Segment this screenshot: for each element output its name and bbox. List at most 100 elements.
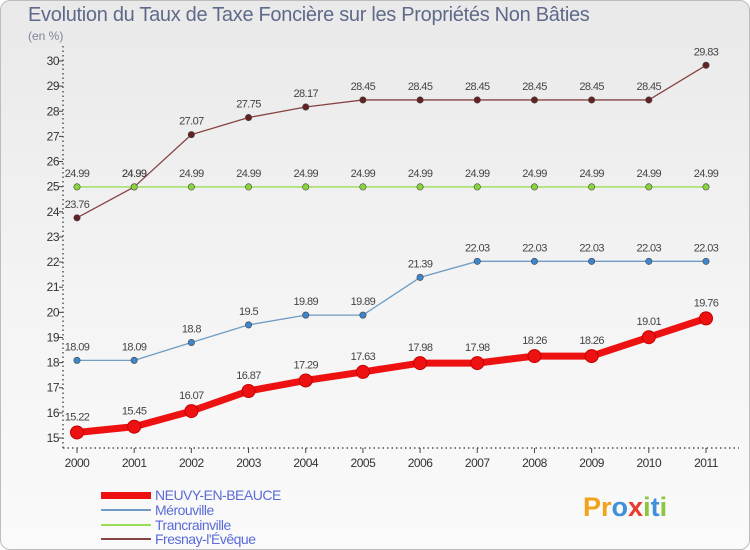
x-tick-label: 2001 [122, 456, 148, 470]
x-tick-label: 2008 [522, 456, 548, 470]
data-label: 19.89 [351, 296, 376, 308]
data-label: 21.39 [408, 258, 433, 270]
data-point [645, 96, 653, 104]
data-label: 24.99 [179, 168, 204, 180]
legend-item-fresnay-l-eveque: Fresnay-l'Évêque [101, 531, 256, 547]
data-label: 24.99 [694, 168, 719, 180]
legend-label: Fresnay-l'Évêque [155, 531, 256, 547]
y-tick-label: 23 [47, 230, 60, 244]
data-point [355, 364, 370, 379]
data-label: 16.87 [236, 370, 261, 382]
y-tick-label: 24 [47, 205, 60, 219]
data-label: 28.45 [351, 81, 376, 93]
data-label: 28.17 [293, 88, 318, 100]
y-axis-unit: (en %) [28, 29, 64, 43]
data-label: 17.98 [408, 342, 433, 354]
x-tick-label: 2005 [351, 456, 377, 470]
data-point [527, 349, 542, 364]
data-label: 22.03 [579, 242, 604, 254]
data-point [473, 183, 481, 191]
data-point [70, 425, 84, 440]
data-point [530, 257, 538, 265]
data-point [130, 356, 138, 364]
data-label: 18.8 [182, 323, 201, 335]
data-point [416, 96, 424, 104]
logo-letter: r [601, 492, 612, 522]
data-point [298, 373, 313, 388]
logo-letter: P [583, 492, 602, 522]
y-tick-label: 30 [47, 54, 60, 68]
y-tick-label: 17 [47, 381, 60, 395]
series-line-fresnay-l-v-que [76, 64, 707, 219]
data-label: 29.83 [694, 46, 719, 58]
data-point [416, 273, 424, 281]
data-point [702, 183, 710, 191]
y-tick-label: 21 [47, 280, 60, 294]
legend-item-trancrainville: Trancrainville [101, 517, 231, 533]
x-tick-label: 2002 [179, 456, 205, 470]
x-tick-label: 2003 [236, 456, 262, 470]
data-label: 17.29 [293, 359, 318, 371]
data-point [241, 384, 256, 399]
data-label: 18.26 [522, 335, 547, 347]
logo-letter: i [659, 492, 668, 522]
y-tick-label: 28 [47, 104, 60, 118]
data-label: 19.5 [239, 306, 258, 318]
legend-swatch [101, 538, 151, 540]
logo-letter: x [628, 492, 644, 522]
data-label: 18.09 [122, 341, 147, 353]
data-point [73, 214, 81, 222]
data-label: 22.03 [522, 242, 547, 254]
data-point [416, 183, 424, 191]
y-tick-label: 25 [47, 180, 60, 194]
data-point [73, 356, 81, 364]
data-label: 24.99 [465, 168, 490, 180]
data-point [302, 183, 310, 191]
data-label: 24.99 [122, 168, 147, 180]
data-label: 28.45 [637, 81, 662, 93]
data-point [645, 183, 653, 191]
data-label: 24.99 [408, 168, 433, 180]
legend-swatch [101, 524, 151, 526]
y-tick-label: 29 [47, 79, 60, 93]
data-label: 18.26 [579, 335, 604, 347]
data-label: 18.09 [65, 341, 90, 353]
y-tick-label: 16 [47, 406, 60, 420]
data-label: 19.89 [293, 296, 318, 308]
y-tick-label: 15 [47, 431, 60, 445]
data-point [302, 103, 310, 111]
data-point [184, 404, 199, 419]
data-point [702, 61, 710, 69]
data-label: 19.01 [637, 316, 662, 328]
data-label: 19.76 [694, 297, 719, 309]
x-tick-label: 2011 [694, 456, 719, 470]
data-point [473, 96, 481, 104]
y-tick-label: 20 [47, 305, 60, 319]
legend-swatch [101, 509, 151, 511]
data-point [473, 257, 481, 265]
data-point [641, 330, 656, 345]
data-point [530, 183, 538, 191]
data-point [359, 96, 367, 104]
data-label: 15.45 [122, 406, 147, 418]
legend-item-neuvy-en-beauce: NEUVY-EN-BEAUCE [101, 487, 281, 503]
data-label: 27.75 [236, 99, 261, 111]
data-label: 27.07 [179, 116, 204, 128]
series-line-m-rouville [76, 260, 707, 361]
data-label: 23.76 [65, 199, 90, 211]
x-tick-label: 2006 [408, 456, 434, 470]
y-tick-label: 26 [47, 155, 60, 169]
data-label: 24.99 [637, 168, 662, 180]
data-point [187, 338, 195, 346]
data-label: 24.99 [122, 168, 147, 180]
data-label: 22.03 [694, 242, 719, 254]
logo-letter: i [643, 492, 651, 522]
data-point [699, 311, 713, 326]
x-tick-label: 2010 [636, 456, 662, 470]
y-tick-label: 18 [47, 356, 60, 370]
legend-label: NEUVY-EN-BEAUCE [155, 487, 281, 503]
proxiti-logo: Proxiti [583, 492, 667, 523]
data-label: 24.99 [65, 168, 90, 180]
